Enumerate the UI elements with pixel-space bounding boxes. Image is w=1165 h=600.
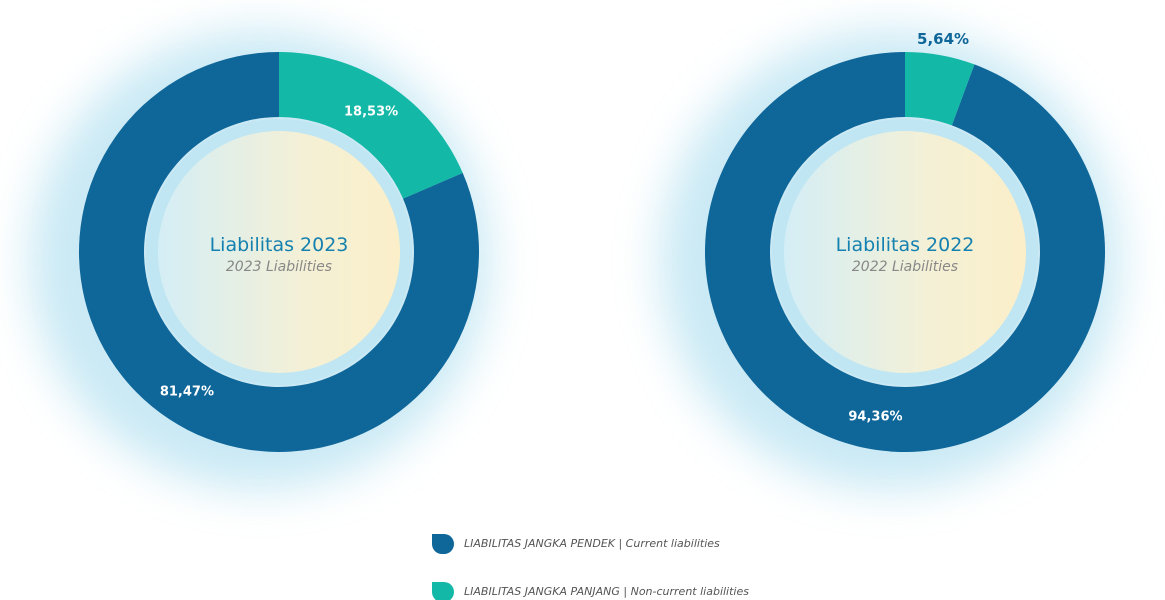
legend-swatch xyxy=(432,582,454,600)
value-label: 5,64% xyxy=(917,30,969,48)
chart: 81,47% 18,53% Liabilitas 2023 2023 Liabilit… xyxy=(0,0,1165,600)
legend-swatch xyxy=(432,534,454,554)
value-label: 81,47% xyxy=(160,384,214,399)
center-title: Liabilitas 2022 xyxy=(836,234,975,256)
value-label: 18,53% xyxy=(344,105,398,120)
center-subtitle: 2023 Liabilities xyxy=(226,259,332,275)
center-subtitle: 2022 Liabilities xyxy=(852,259,958,275)
center-title: Liabilitas 2023 xyxy=(210,234,349,256)
value-label: 94,36% xyxy=(848,409,902,424)
legend-label: LIABILITAS JANGKA PENDEK | Current liabi… xyxy=(464,537,720,550)
legend-label: LIABILITAS JANGKA PANJANG | Non-current … xyxy=(464,585,749,598)
